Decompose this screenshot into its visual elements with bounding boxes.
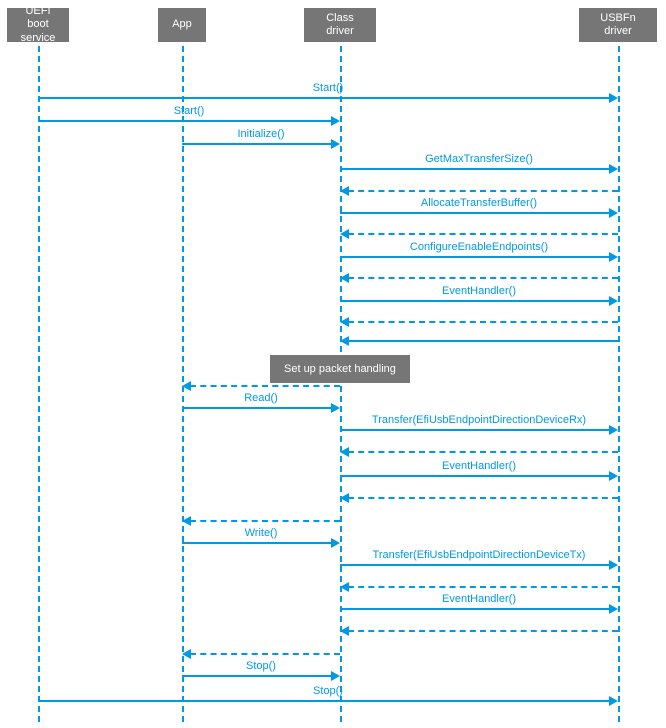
- message-line: [190, 653, 340, 655]
- message-label: Stop(): [182, 660, 340, 672]
- message-line: [38, 700, 610, 702]
- arrow-head: [609, 93, 618, 103]
- arrow-head: [340, 229, 349, 239]
- message-line: [340, 300, 610, 302]
- message-line: [348, 233, 618, 235]
- arrow-head: [331, 671, 340, 681]
- message-line: [340, 475, 610, 477]
- arrow-head: [609, 471, 618, 481]
- arrow-head: [331, 403, 340, 413]
- arrow-head: [331, 538, 340, 548]
- participant-uefi: UEFI bootservice: [7, 8, 69, 42]
- arrow-head: [609, 425, 618, 435]
- message-label: EventHandler(): [340, 285, 618, 297]
- arrow-head: [331, 139, 340, 149]
- message-label: Write(): [182, 527, 340, 539]
- message-line: [340, 212, 610, 214]
- arrow-head: [340, 336, 349, 346]
- participant-app: App: [158, 8, 206, 42]
- message-label: EventHandler(): [340, 593, 618, 605]
- note: Set up packet handling: [270, 355, 410, 383]
- lifeline-uefi: [38, 46, 40, 722]
- arrow-head: [340, 626, 349, 636]
- arrow-head: [340, 493, 349, 503]
- message-line: [190, 385, 340, 387]
- arrow-head: [609, 252, 618, 262]
- message-line: [348, 190, 618, 192]
- arrow-head: [340, 317, 349, 327]
- arrow-head: [340, 447, 349, 457]
- lifeline-class: [340, 46, 342, 722]
- message-line: [38, 120, 332, 122]
- arrow-head: [331, 116, 340, 126]
- arrow-head: [609, 296, 618, 306]
- message-line: [340, 429, 610, 431]
- arrow-head: [182, 381, 191, 391]
- message-label: Read(): [182, 392, 340, 404]
- message-line: [38, 97, 610, 99]
- arrow-head: [609, 604, 618, 614]
- message-label: Initialize(): [182, 128, 340, 140]
- message-line: [340, 564, 610, 566]
- message-label: Start(): [38, 82, 618, 94]
- message-line: [348, 630, 618, 632]
- participant-usbfn: USBFn driver: [579, 8, 657, 42]
- message-label: GetMaxTransferSize(): [340, 153, 618, 165]
- message-line: [348, 586, 618, 588]
- message-label: Transfer(EfiUsbEndpointDirectionDeviceRx…: [340, 414, 618, 426]
- arrow-head: [182, 516, 191, 526]
- message-line: [348, 321, 618, 323]
- message-label: Stop(): [38, 685, 618, 697]
- arrow-head: [609, 696, 618, 706]
- message-line: [340, 168, 610, 170]
- arrow-head: [609, 208, 618, 218]
- message-label: ConfigureEnableEndpoints(): [340, 241, 618, 253]
- arrow-head: [340, 273, 349, 283]
- message-line: [182, 675, 332, 677]
- arrow-head: [340, 186, 349, 196]
- message-label: Start(): [38, 105, 340, 117]
- message-label: Transfer(EfiUsbEndpointDirectionDeviceTx…: [340, 549, 618, 561]
- message-line: [348, 277, 618, 279]
- message-line: [348, 497, 618, 499]
- participant-class: Class driver: [304, 8, 376, 42]
- arrow-head: [609, 164, 618, 174]
- message-line: [340, 256, 610, 258]
- message-line: [348, 451, 618, 453]
- message-line: [340, 608, 610, 610]
- message-line: [182, 542, 332, 544]
- arrow-head: [182, 649, 191, 659]
- message-line: [182, 143, 332, 145]
- arrow-head: [340, 582, 349, 592]
- message-label: AllocateTransferBuffer(): [340, 197, 618, 209]
- message-line: [348, 340, 618, 342]
- arrow-head: [609, 560, 618, 570]
- lifeline-usbfn: [618, 46, 620, 722]
- message-line: [182, 407, 332, 409]
- message-label: EventHandler(): [340, 460, 618, 472]
- message-line: [190, 520, 340, 522]
